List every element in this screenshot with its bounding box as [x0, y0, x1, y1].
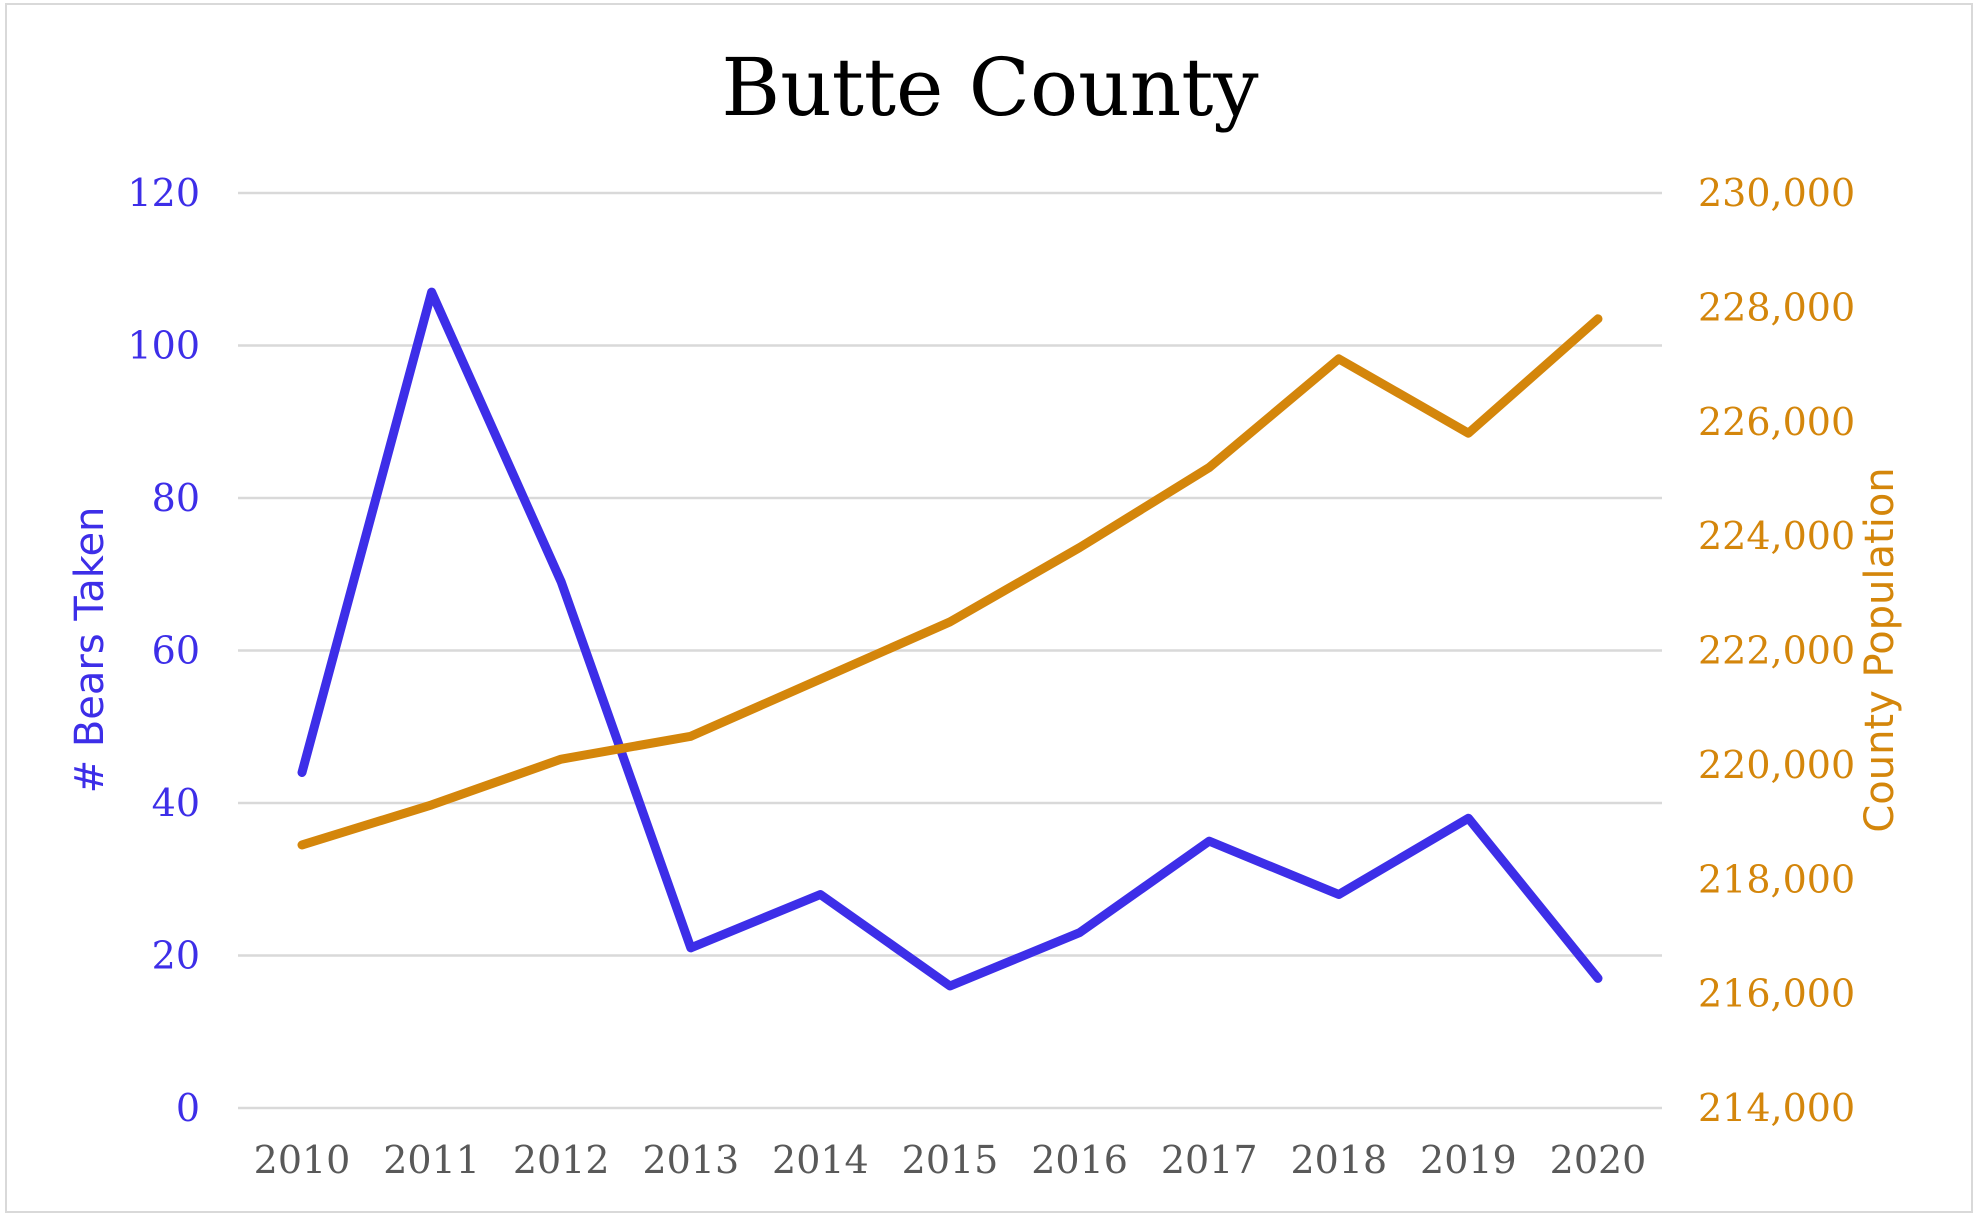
series-lines: [297, 287, 1603, 991]
x-tick-label: 2016: [1031, 1138, 1128, 1182]
x-tick-label: 2010: [254, 1138, 351, 1182]
x-tick-label: 2015: [902, 1138, 999, 1182]
population-series-line: [297, 314, 1603, 850]
x-tick-label: 2012: [513, 1138, 610, 1182]
chart-title: Butte County: [721, 41, 1258, 134]
right-tick-label: 226,000: [1698, 400, 1855, 444]
right-axis-label: County Population: [1857, 467, 1903, 832]
left-tick-label: 0: [176, 1086, 200, 1130]
right-tick-label: 218,000: [1698, 857, 1855, 901]
x-tick-label: 2019: [1420, 1138, 1517, 1182]
x-tick-label: 2020: [1550, 1138, 1647, 1182]
x-tick-label: 2017: [1161, 1138, 1258, 1182]
x-tick-label: 2014: [772, 1138, 869, 1182]
left-tick-label: 40: [152, 781, 200, 825]
x-tick-label: 2011: [383, 1138, 480, 1182]
gridlines: [238, 191, 1662, 1110]
left-tick-label: 100: [127, 324, 200, 368]
left-tick-label: 120: [127, 171, 200, 215]
right-tick-label: 228,000: [1698, 285, 1855, 329]
chart-frame: [5, 3, 1973, 1213]
right-tick-label: 222,000: [1698, 629, 1855, 673]
left-axis-label: # Bears Taken: [67, 507, 113, 794]
right-tick-label: 230,000: [1698, 171, 1855, 215]
x-axis-ticks: 2010 2011 2012 2013 2014 2015 2016 2017 2018 2019…: [254, 1138, 1647, 1182]
right-tick-label: 224,000: [1698, 514, 1855, 558]
right-axis-ticks: 214,000 216,000 218,000 220,000 222,000 224,0…: [1698, 171, 1855, 1130]
x-tick-label: 2018: [1290, 1138, 1387, 1182]
left-tick-label: 20: [152, 934, 200, 978]
x-tick-label: 2013: [642, 1138, 739, 1182]
right-tick-label: 214,000: [1698, 1086, 1855, 1130]
right-tick-label: 220,000: [1698, 743, 1855, 787]
right-tick-label: 216,000: [1698, 972, 1855, 1016]
left-tick-label: 60: [152, 629, 200, 673]
left-tick-label: 80: [152, 476, 200, 520]
bears-series-line: [297, 287, 1603, 991]
left-axis-ticks: 0 20 40 60 80 100 120: [127, 171, 200, 1130]
